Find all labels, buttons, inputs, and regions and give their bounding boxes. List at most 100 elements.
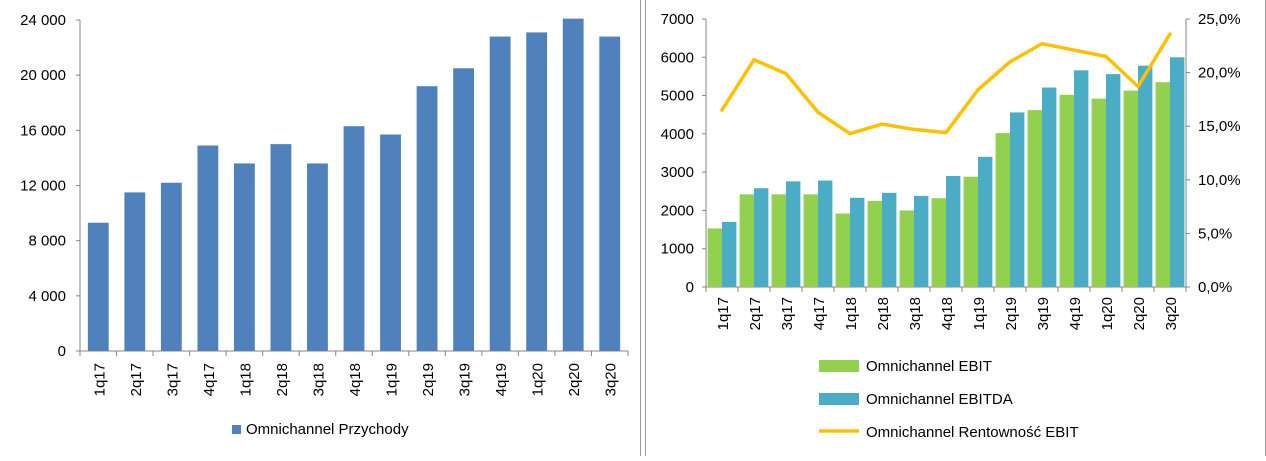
x-tick-label: 2q19 (1003, 297, 1020, 330)
revenue-bar-4q18 (343, 126, 365, 351)
ebit-bar-1q19 (963, 176, 978, 287)
ebitda-bar-3q18 (914, 195, 929, 287)
ebit-bar-4q17 (803, 194, 818, 287)
x-tick-label: 3q17 (779, 297, 796, 330)
y-tick-label: 7000 (661, 11, 694, 28)
ebit-chart-panel: 0 1000 2000 3000 4000 5000 6000 7000 0,0% 5,0% 10,… (646, 0, 1266, 456)
x-tick-label: 2q19 (420, 363, 437, 396)
x-tick-label: 2q18 (875, 297, 892, 330)
chart-divider (640, 0, 646, 456)
legend-label-revenue: Omnichannel Przychody (246, 421, 409, 438)
ebitda-bar-2q20 (1138, 65, 1153, 287)
y2-tick-label: 10,0% (1198, 172, 1241, 189)
ebitda-bar-2q18 (882, 192, 897, 287)
x-tick-label: 3q17 (164, 363, 181, 396)
ebit-bar-1q20 (1091, 98, 1106, 288)
revenue-bar-1q19 (380, 134, 401, 351)
legend-label-ebitda: Omnichannel EBITDA (866, 391, 1013, 408)
x-tick-label: 3q19 (457, 363, 474, 396)
y-tick-label: 1000 (661, 241, 694, 258)
x-tick-label: 4q19 (493, 363, 510, 396)
revenue-chart-panel: 0 4 000 8 000 12 000 16 000 20 000 24 000 1q17 2… (20, 12, 629, 438)
ebitda-bar-3q19 (1042, 87, 1057, 287)
x-tick-label: 4q18 (347, 363, 364, 396)
y-tick-label: 12 000 (20, 178, 66, 195)
ebitda-bar-4q17 (818, 180, 833, 287)
y-tick-label: 20 000 (20, 67, 66, 84)
ebit-bar-1q17 (707, 228, 722, 287)
y-tick-label: 4000 (661, 126, 694, 143)
x-tick-label: 4q17 (811, 297, 828, 330)
ebitda-bar-2q19 (1010, 112, 1025, 287)
y-tick-label: 5000 (661, 88, 694, 105)
x-tick-label: 1q18 (843, 297, 860, 330)
ebitda-bar-3q20 (1170, 57, 1185, 288)
x-tick-label: 3q19 (1035, 297, 1052, 330)
x-tick-label: 1q17 (715, 297, 732, 330)
ebitda-bar-4q19 (1074, 70, 1089, 287)
legend-swatch-revenue (232, 425, 241, 434)
revenue-bar-4q17 (197, 145, 219, 351)
x-tick-label: 1q20 (1099, 297, 1116, 330)
x-tick-label: 1q17 (91, 363, 108, 396)
x-tick-label: 4q17 (201, 363, 218, 396)
x-tick-label: 1q19 (971, 297, 988, 330)
y-tick-label: 3000 (661, 164, 694, 181)
x-tick-label: 4q19 (1067, 297, 1084, 330)
ebit-bar-1q18 (835, 213, 850, 287)
ebitda-bar-3q17 (786, 181, 801, 287)
y-tick-label: 24 000 (20, 12, 66, 29)
ebit-chart: 0 1000 2000 3000 4000 5000 6000 7000 0,0% 5,0% 10,… (661, 11, 1241, 441)
revenue-bar-3q20 (599, 36, 621, 352)
revenue-bar-4q19 (489, 36, 511, 352)
x-tick-label: 2q20 (566, 363, 583, 396)
x-tick-label: 4q18 (939, 297, 956, 330)
ebit-bar-3q19 (1027, 110, 1042, 288)
ebit-bar-4q19 (1059, 94, 1074, 287)
x-tick-label: 3q18 (310, 363, 327, 396)
x-tick-label: 1q18 (237, 363, 254, 396)
y-tick-label: 0 (58, 343, 66, 360)
y-tick-label: 0 (686, 279, 694, 296)
legend-swatch-ebitda (819, 393, 859, 405)
ebit-bar-2q19 (995, 133, 1010, 287)
revenue-bar-1q20 (526, 32, 548, 351)
y-tick-label: 8 000 (28, 233, 66, 250)
y2-tick-label: 20,0% (1198, 65, 1241, 82)
revenue-bar-3q19 (453, 68, 475, 351)
ebit-bar-4q18 (931, 198, 946, 287)
revenue-bar-2q19 (416, 86, 438, 351)
x-tick-label: 1q19 (384, 363, 401, 396)
revenue-bar-2q18 (270, 144, 292, 351)
revenue-chart: 0 4 000 8 000 12 000 16 000 20 000 24 000 1q17 2… (20, 12, 629, 438)
revenue-bar-2q17 (124, 192, 146, 351)
x-tick-label: 2q20 (1131, 297, 1148, 330)
legend-label-ebit: Omnichannel EBIT (866, 358, 992, 375)
revenue-bar-2q20 (562, 18, 584, 352)
x-tick-label: 2q18 (274, 363, 291, 396)
ebitda-bar-1q17 (722, 221, 737, 287)
ebitda-bar-1q20 (1106, 74, 1121, 287)
legend-swatch-ebit (819, 360, 859, 372)
x-tick-label: 2q17 (747, 297, 764, 330)
ebitda-bar-1q19 (978, 156, 993, 287)
x-tick-label: 3q20 (1163, 297, 1180, 330)
x-tick-label: 3q18 (907, 297, 924, 330)
ebitda-bar-1q18 (850, 197, 865, 287)
x-tick-label: 2q17 (128, 363, 145, 396)
revenue-bar-3q18 (307, 163, 328, 351)
revenue-bar-1q17 (87, 222, 109, 351)
ebit-margin-line (720, 32, 1172, 136)
ebit-bar-2q18 (867, 200, 882, 287)
y-tick-label: 4 000 (28, 288, 66, 305)
y2-tick-label: 15,0% (1198, 118, 1241, 135)
y2-tick-label: 25,0% (1198, 11, 1241, 28)
y2-tick-label: 0,0% (1198, 279, 1232, 296)
y-tick-label: 16 000 (20, 122, 66, 139)
ebit-bar-3q20 (1155, 82, 1170, 288)
x-tick-label: 1q20 (530, 363, 547, 396)
ebit-bar-2q20 (1123, 90, 1138, 287)
legend-label-margin: Omnichannel Rentowność EBIT (866, 424, 1079, 441)
ebit-bar-3q18 (899, 210, 914, 287)
y-tick-label: 2000 (661, 202, 694, 219)
